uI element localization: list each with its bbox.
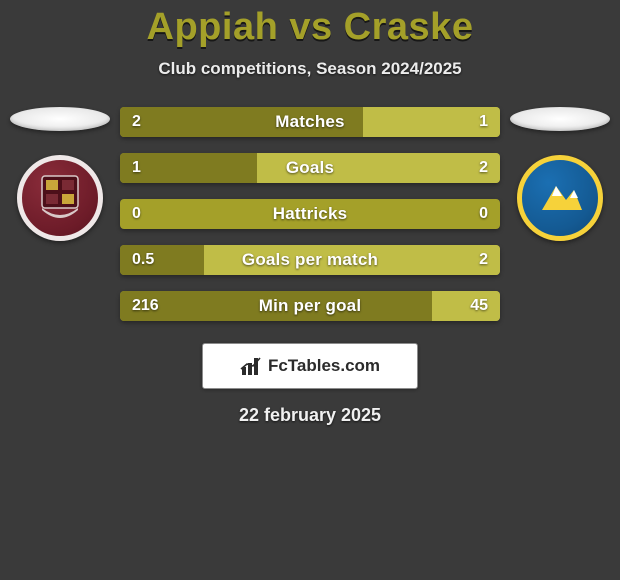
footer-date: 22 february 2025	[0, 405, 620, 426]
stat-label: Min per goal	[120, 291, 500, 321]
right-side	[510, 107, 610, 241]
stat-row: 00Hattricks	[120, 199, 500, 229]
stat-row: 21645Min per goal	[120, 291, 500, 321]
shield-icon	[22, 160, 98, 236]
brand-badge[interactable]: FcTables.com	[202, 343, 418, 389]
player-placeholder-right	[510, 107, 610, 131]
left-side	[10, 107, 110, 241]
stat-row: 12Goals	[120, 153, 500, 183]
page-title: Appiah vs Craske	[0, 6, 620, 49]
stat-row: 0.52Goals per match	[120, 245, 500, 275]
bars-icon	[240, 355, 262, 377]
club-crest-right[interactable]	[517, 155, 603, 241]
stat-label: Goals per match	[120, 245, 500, 275]
compare-grid: 21Matches 12Goals 00Hattricks 0.52Goals per…	[0, 107, 620, 321]
page-subtitle: Club competitions, Season 2024/2025	[0, 59, 620, 79]
stat-label: Hattricks	[120, 199, 500, 229]
club-crest-left[interactable]	[17, 155, 103, 241]
player-placeholder-left	[10, 107, 110, 131]
stats-column: 21Matches 12Goals 00Hattricks 0.52Goals per…	[120, 107, 500, 321]
brand-text: FcTables.com	[268, 356, 380, 376]
comparison-card: Appiah vs Craske Club competitions, Seas…	[0, 0, 620, 580]
stat-label: Goals	[120, 153, 500, 183]
stat-row: 21Matches	[120, 107, 500, 137]
stat-label: Matches	[120, 107, 500, 137]
mountain-icon	[522, 160, 598, 236]
